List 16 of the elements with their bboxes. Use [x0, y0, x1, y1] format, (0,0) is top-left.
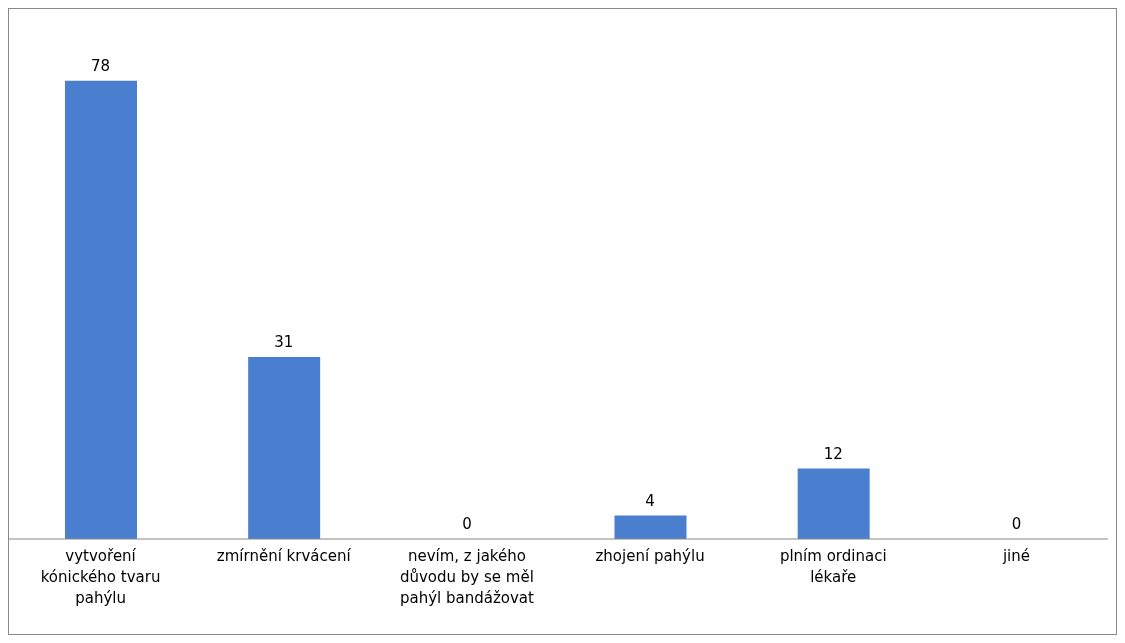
- x-tick-label: zmírnění krvácení: [216, 547, 352, 565]
- x-tick-label: nevím, z jakého důvodu by se měl pahýl bandážovat: [399, 547, 535, 607]
- x-tick-label: plním ordinaci lékaře: [779, 547, 887, 586]
- data-label: 12: [823, 444, 843, 463]
- bar: [248, 356, 321, 539]
- x-tick-label: vytvoření kónického tvaru pahýlu: [40, 547, 161, 607]
- bar: [65, 80, 137, 539]
- data-label: 31: [274, 332, 294, 351]
- bar: [614, 515, 687, 539]
- data-label: 4: [645, 491, 655, 510]
- x-tick-label: jiné: [1001, 547, 1030, 565]
- data-label: 0: [462, 515, 472, 533]
- x-tick-label: zhojení pahýlu: [595, 547, 705, 565]
- bar: [797, 468, 870, 539]
- data-label: 78: [91, 56, 111, 75]
- data-label: 0: [1011, 515, 1022, 533]
